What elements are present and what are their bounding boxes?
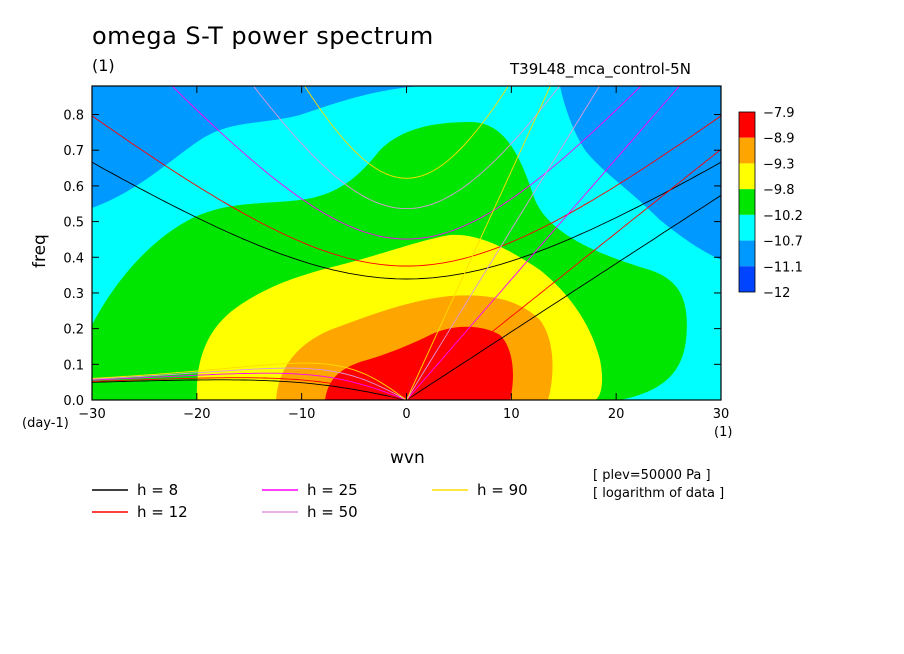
x-axis-label: wvn	[390, 448, 425, 468]
kelvin-curve	[406, 194, 721, 400]
legend-label: h = 25	[307, 481, 358, 499]
ig-curve	[252, 86, 561, 210]
legend-label: h = 12	[137, 503, 188, 521]
colorbar-swatch	[739, 163, 755, 190]
x-tick-label: −30	[78, 407, 105, 422]
x-tick-label: 30	[713, 407, 730, 422]
chart-title: omega S-T power spectrum	[92, 22, 434, 50]
contour-field	[92, 86, 721, 400]
y-tick-label: 0.8	[63, 109, 84, 124]
legend: h = 8 h = 12 h = 25 h = 50 h = 90	[92, 481, 528, 521]
legend-label: h = 8	[137, 481, 178, 499]
x-tick-label: −10	[288, 407, 315, 422]
x-unit-label: (1)	[714, 425, 733, 440]
run-label: T39L48_mca_control-5N	[510, 60, 691, 78]
colorbar-label: −7.9	[763, 106, 795, 121]
kelvin-curve	[406, 148, 721, 400]
colorbar-swatch	[739, 112, 755, 138]
ig-curve	[171, 86, 642, 240]
note-plev: [ plev=50000 Pa ]	[593, 468, 711, 483]
level-blue-topright	[560, 86, 721, 260]
note-logarithm: [ logarithm of data ]	[593, 486, 725, 501]
ig-curve	[92, 161, 721, 280]
colorbar-swatch	[739, 240, 755, 267]
colorbar-swatch	[739, 214, 755, 241]
units-label: (1)	[92, 56, 115, 75]
rossby-curve	[92, 367, 407, 400]
y-tick-label: 0.0	[63, 394, 84, 409]
y-tick-label: 0.5	[63, 216, 84, 231]
colorbar-swatch	[739, 266, 755, 292]
kelvin-curve	[406, 86, 601, 400]
kelvin-curve	[406, 86, 681, 400]
colorbar-label: −10.2	[763, 209, 803, 224]
colorbar-label: −8.9	[763, 132, 795, 147]
y-tick-label: 0.4	[63, 251, 84, 266]
x-axis: −30 −20 −10 0 10 20 30	[78, 86, 729, 422]
y-tick-label: 0.1	[63, 358, 84, 373]
rossby-curve	[92, 377, 407, 400]
colorbar-label: −10.7	[763, 235, 803, 250]
legend-label: h = 50	[307, 503, 358, 521]
level-red	[325, 326, 513, 400]
colorbar-label: −12	[763, 286, 790, 301]
y-tick-label: 0.6	[63, 180, 84, 195]
ig-curve	[304, 86, 509, 179]
x-tick-label: 10	[503, 407, 520, 422]
y-tick-label: 0.3	[63, 287, 84, 302]
x-tick-label: 0	[402, 407, 410, 422]
ig-curve	[92, 115, 721, 267]
rossby-curve	[92, 362, 407, 400]
colorbar-label: −9.3	[763, 157, 795, 172]
colorbar: −7.9 −8.9 −9.3 −9.8 −10.2 −10.7 −11.1 −12	[738, 106, 803, 301]
kelvin-curve	[406, 86, 551, 400]
level-blue-topleft	[92, 86, 420, 208]
rossby-curve	[92, 379, 407, 400]
y-tick-label: 0.7	[63, 144, 84, 159]
y-tick-label: 0.2	[63, 323, 84, 338]
colorbar-label: −9.8	[763, 183, 795, 198]
dispersion-curves	[92, 86, 721, 400]
colorbar-label: −11.1	[763, 260, 803, 275]
colorbar-frame	[738, 111, 756, 293]
x-tick-label: −20	[183, 407, 210, 422]
colorbar-swatch	[739, 189, 755, 215]
colorbar-swatch	[739, 137, 755, 164]
y-axis: 0.0 0.1 0.2 0.3 0.4 0.5 0.6 0.7 0.8	[63, 109, 721, 409]
legend-label: h = 90	[477, 481, 528, 499]
y-unit-label: (day-1)	[22, 416, 69, 431]
rossby-curve	[92, 372, 407, 400]
x-tick-label: 20	[608, 407, 625, 422]
